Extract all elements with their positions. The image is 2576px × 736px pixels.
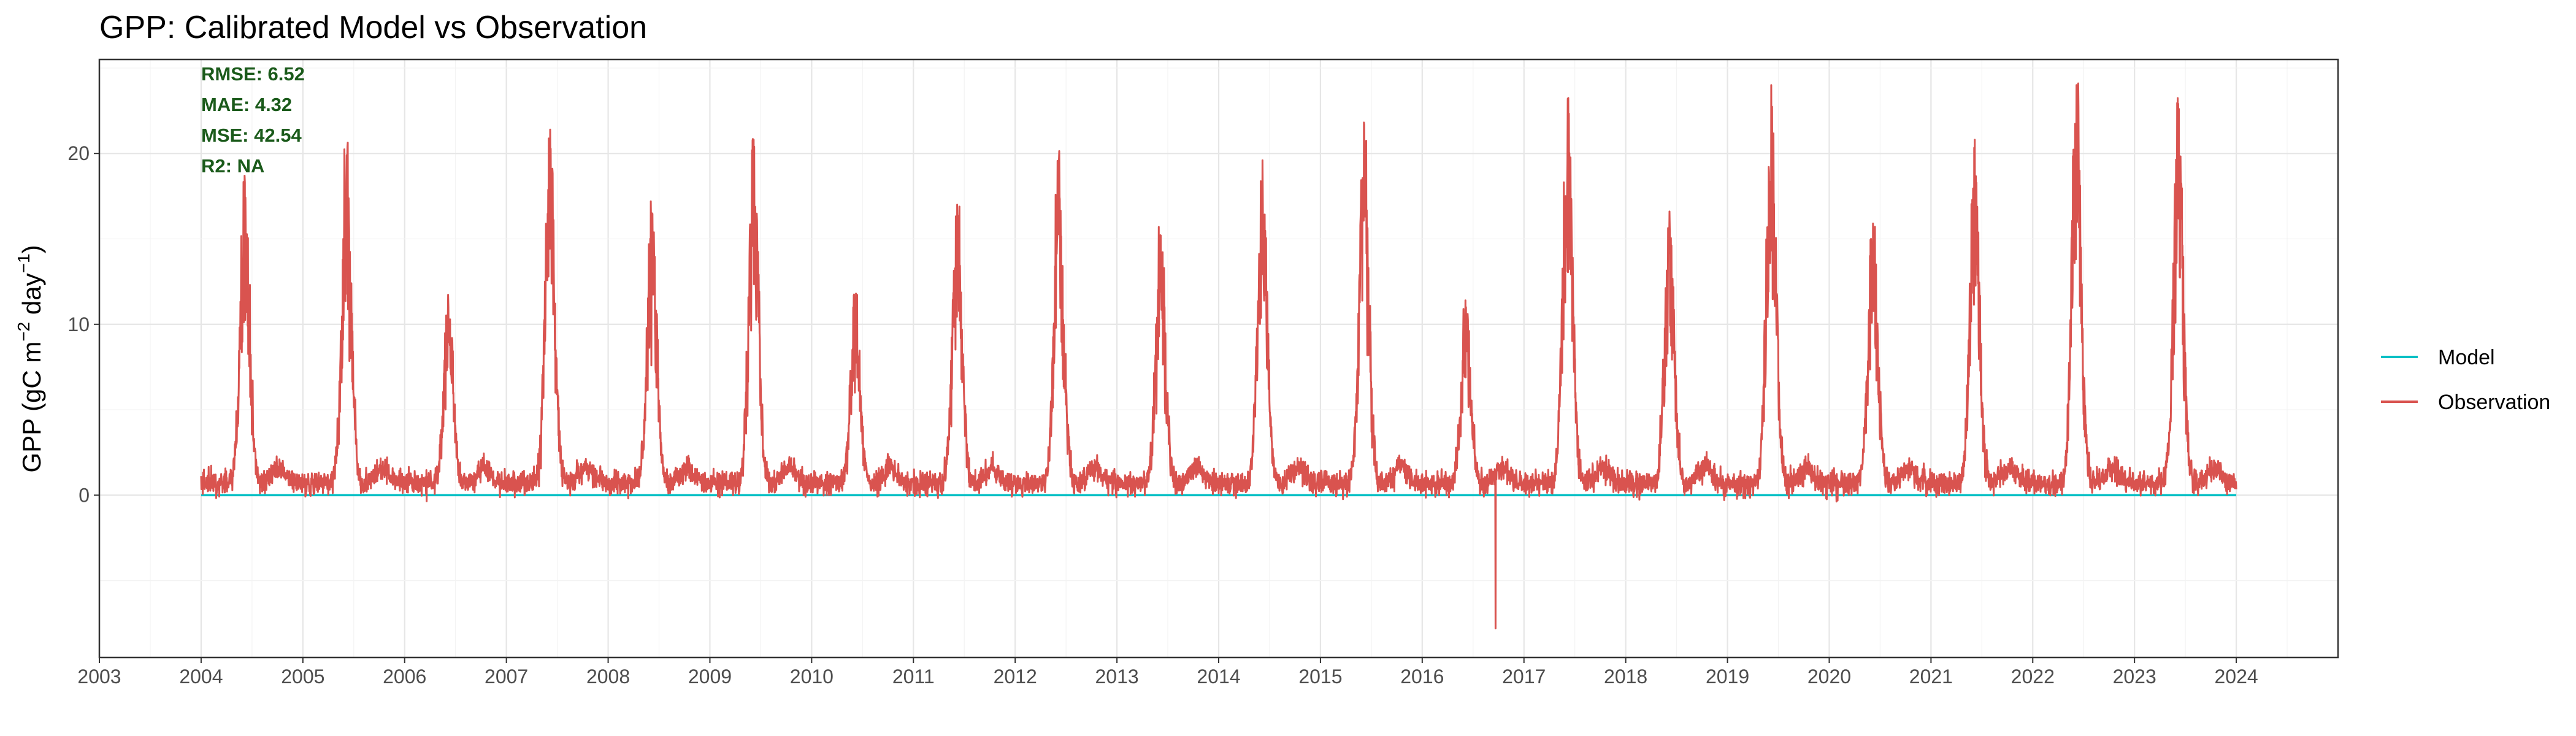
x-tick-label: 2023 <box>2113 665 2156 688</box>
y-tick-label: 20 <box>67 142 90 164</box>
legend-label-observation: Observation <box>2438 391 2550 414</box>
y-axis: 0 10 20 <box>67 142 99 506</box>
x-tick-label: 2021 <box>1909 665 1953 688</box>
x-tick-label: 2019 <box>1706 665 1749 688</box>
observation-line <box>200 82 2237 630</box>
legend-label-model: Model <box>2438 346 2495 369</box>
x-tick-label: 2017 <box>1502 665 1546 688</box>
x-tick-label: 2010 <box>790 665 834 688</box>
y-axis-title-part: GPP (gC m <box>17 342 46 473</box>
x-axis: 2003 2004 2005 2006 2007 2008 2009 2010 2011 2012… <box>77 657 2258 688</box>
legend: Model Observation <box>2381 346 2550 414</box>
x-tick-label: 2014 <box>1197 665 1240 688</box>
rmse-label: RMSE: 6.52 <box>201 63 305 85</box>
metrics-annotation: RMSE: 6.52 MAE: 4.32 MSE: 42.54 R2: NA <box>201 63 305 177</box>
x-tick-label: 2012 <box>994 665 1037 688</box>
x-tick-label: 2011 <box>892 665 935 688</box>
x-tick-label: 2013 <box>1095 665 1138 688</box>
x-tick-label: 2018 <box>1604 665 1647 688</box>
chart-title: GPP: Calibrated Model vs Observation <box>99 10 647 45</box>
y-axis-title-superscript: −1 <box>14 253 33 273</box>
x-tick-label: 2020 <box>1807 665 1851 688</box>
y-axis-title: GPP (gC m−2 day−1) <box>14 245 46 472</box>
x-tick-label: 2007 <box>485 665 528 688</box>
x-tick-label: 2009 <box>688 665 732 688</box>
y-tick-label: 0 <box>79 484 90 506</box>
y-axis-title-part: ) <box>17 245 46 253</box>
x-tick-label: 2005 <box>281 665 324 688</box>
x-tick-label: 2008 <box>586 665 630 688</box>
x-tick-label: 2024 <box>2214 665 2258 688</box>
x-tick-label: 2004 <box>179 665 223 688</box>
x-tick-label: 2016 <box>1400 665 1444 688</box>
observation-series <box>200 82 2237 630</box>
r2-label: R2: NA <box>201 155 264 177</box>
x-tick-label: 2006 <box>383 665 426 688</box>
y-axis-title-superscript: −2 <box>14 322 33 342</box>
mae-label: MAE: 4.32 <box>201 94 292 115</box>
y-axis-title-part: day <box>17 273 46 321</box>
mse-label: MSE: 42.54 <box>201 125 302 146</box>
x-tick-label: 2015 <box>1298 665 1342 688</box>
x-tick-label: 2022 <box>2011 665 2055 688</box>
x-tick-label: 2003 <box>77 665 121 688</box>
y-tick-label: 10 <box>67 313 90 335</box>
